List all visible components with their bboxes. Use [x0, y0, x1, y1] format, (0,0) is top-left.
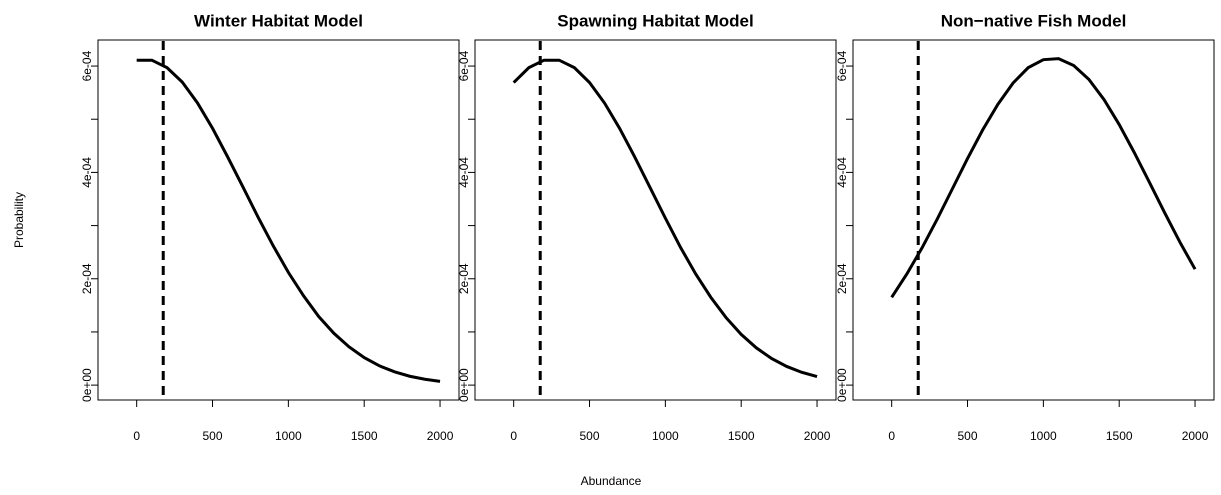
plot-frame — [474, 39, 837, 401]
x-tick-label: 1000 — [652, 429, 679, 443]
y-tick-label: 2e-04 — [835, 263, 849, 294]
y-tick-label: 2e-04 — [457, 263, 471, 294]
x-tick-label: 2000 — [804, 429, 831, 443]
x-tick-label: 500 — [958, 429, 978, 443]
x-tick-label: 2000 — [427, 429, 454, 443]
y-tick-label: 4e-04 — [80, 157, 94, 188]
plot-frame — [97, 39, 460, 401]
x-tick-label: 1500 — [351, 429, 378, 443]
y-tick-label: 6e-04 — [80, 50, 94, 81]
y-tick-label: 6e-04 — [457, 50, 471, 81]
chart-title: Winter Habitat Model — [194, 11, 363, 30]
y-tick-label: 4e-04 — [457, 157, 471, 188]
chart-title: Spawning Habitat Model — [557, 11, 753, 30]
y-tick-label: 0e+00 — [835, 368, 849, 402]
x-tick-label: 1500 — [1106, 429, 1133, 443]
y-tick-label: 2e-04 — [80, 263, 94, 294]
curve — [512, 58, 818, 379]
x-axis-label: Abundance — [581, 474, 642, 488]
x-tick-label: 1500 — [728, 429, 755, 443]
y-tick-label: 0e+00 — [80, 368, 94, 402]
curve — [136, 58, 441, 383]
x-tick-label: 0 — [133, 429, 140, 443]
x-tick-label: 2000 — [1182, 429, 1209, 443]
curve — [890, 57, 1197, 299]
x-tick-label: 500 — [203, 429, 223, 443]
x-tick-label: 1000 — [1030, 429, 1057, 443]
y-tick-label: 4e-04 — [835, 157, 849, 188]
y-tick-label: 6e-04 — [835, 50, 849, 81]
x-tick-label: 0 — [888, 429, 895, 443]
x-tick-label: 0 — [510, 429, 517, 443]
x-tick-label: 1000 — [275, 429, 302, 443]
chart-title: Non−native Fish Model — [941, 11, 1127, 30]
x-tick-label: 500 — [580, 429, 600, 443]
plot-frame — [852, 39, 1215, 401]
y-axis-label: Probability — [12, 192, 26, 248]
y-tick-label: 0e+00 — [457, 368, 471, 402]
